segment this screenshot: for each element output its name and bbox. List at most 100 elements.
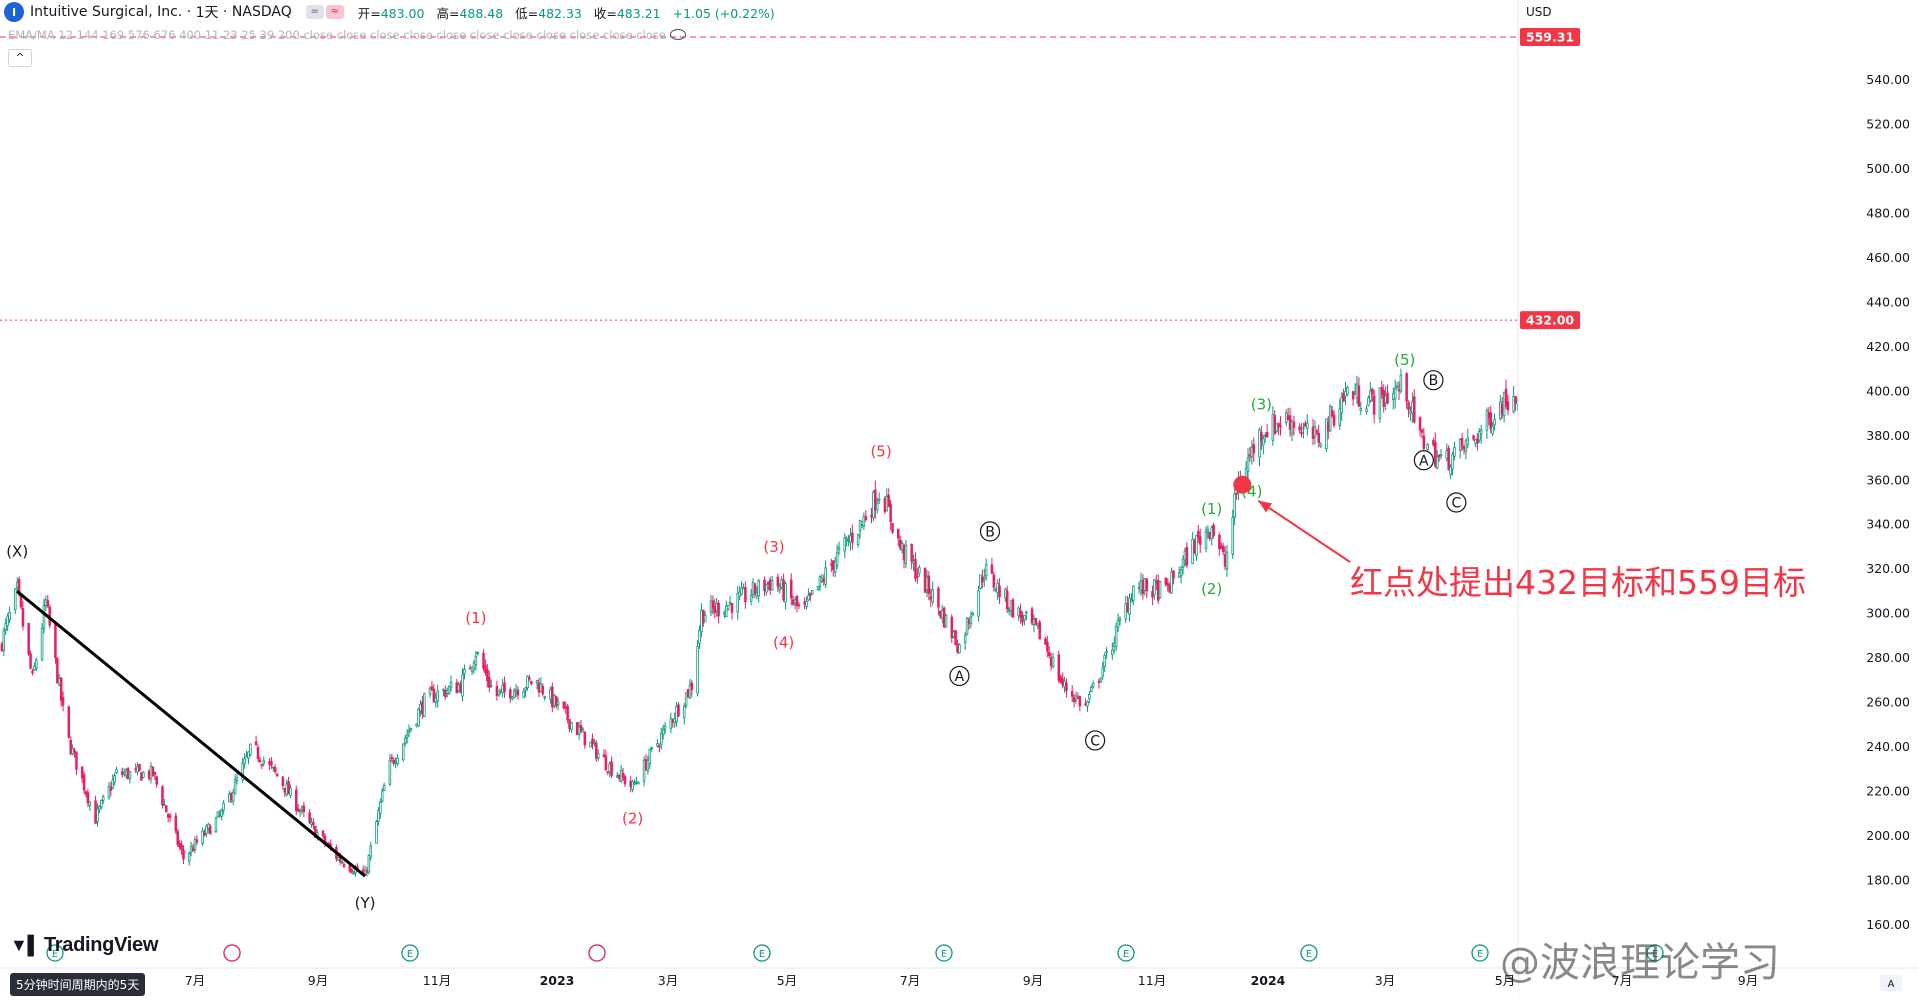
candle-body [1491, 425, 1494, 434]
symbol-name[interactable]: Intuitive Surgical, Inc. [30, 4, 183, 20]
earnings-marker[interactable] [1117, 944, 1135, 962]
candle-body [1090, 687, 1093, 692]
candle-body [660, 733, 663, 745]
candle-body [203, 832, 206, 836]
candle-body [658, 745, 661, 748]
candle-body [421, 701, 424, 715]
candle-body [805, 600, 808, 608]
candle-body [1338, 408, 1342, 427]
candle-body [472, 662, 476, 670]
candle-body [1260, 432, 1263, 441]
indicator-legend[interactable]: EMA/MA 12 144 169 576 676 400 11 23 25 3… [8, 28, 686, 42]
earnings-marker[interactable] [223, 944, 241, 962]
earnings-marker[interactable] [753, 944, 771, 962]
candle-body [526, 676, 529, 689]
candle-body [1235, 492, 1238, 495]
candle-body [688, 685, 692, 699]
candle-body [1038, 621, 1041, 640]
currency-label[interactable]: USD [1526, 5, 1552, 19]
compare-icon[interactable]: = [305, 5, 324, 19]
candle-body [107, 786, 111, 798]
candle-body [1262, 438, 1265, 446]
earnings-marker[interactable] [46, 944, 64, 962]
candle-body [577, 726, 581, 735]
candle-body [575, 722, 579, 735]
low-value: 482.33 [538, 5, 582, 21]
candle-body [864, 516, 868, 520]
earnings-marker[interactable] [588, 944, 606, 962]
earnings-marker[interactable] [1300, 944, 1318, 962]
candle-body [916, 575, 919, 578]
candle-body [94, 800, 97, 824]
earnings-marker[interactable] [1646, 944, 1664, 962]
candle-body [488, 677, 491, 688]
candle-body [1460, 437, 1464, 447]
candle-body [900, 542, 904, 551]
candle-body [633, 782, 636, 785]
candle-body [61, 697, 65, 706]
candle-body [797, 604, 801, 607]
candle-body [530, 680, 533, 685]
candle-body [163, 804, 166, 807]
candle-body [874, 489, 877, 510]
auto-scale-button[interactable] [1880, 975, 1902, 991]
wave-label: A [1419, 453, 1429, 469]
candle-body [489, 685, 493, 688]
candle-body [1179, 569, 1183, 577]
candle-body [430, 686, 434, 691]
candle-body [549, 689, 552, 700]
candle-body [596, 753, 600, 759]
eye-hidden-icon[interactable] [669, 29, 686, 40]
candle-body [621, 772, 625, 778]
candle-body [1271, 414, 1275, 441]
candle-body [442, 689, 445, 691]
candle-body [80, 766, 84, 779]
price-axis-panel[interactable] [1518, 0, 1918, 998]
candle-body [914, 558, 917, 579]
candle-body [1263, 434, 1267, 437]
trend-line[interactable] [16, 590, 366, 878]
candle-body [669, 718, 673, 729]
time-axis-panel[interactable] [0, 968, 1518, 998]
candle-body [1099, 677, 1103, 683]
y-tick-label: 220.00 [1866, 784, 1910, 799]
interval-label[interactable]: 1天 [195, 5, 219, 21]
earnings-marker[interactable] [1471, 944, 1489, 962]
wave-label: B [1429, 373, 1439, 389]
annotation-arrow-head [1258, 500, 1273, 513]
tradingview-logo[interactable]: ▼▌ TradingView [10, 934, 158, 957]
wave-label-circle [979, 521, 1001, 542]
candle-body [942, 607, 946, 628]
x-tick-label: 9月 [308, 973, 328, 988]
candle-body [883, 498, 887, 513]
candle-body [1193, 540, 1196, 554]
candle-body [1143, 578, 1147, 591]
candle-body [21, 608, 25, 627]
candle-body [757, 580, 761, 597]
candle-body [1340, 396, 1343, 414]
candle-body [877, 498, 881, 501]
candle-body [837, 547, 841, 551]
candle-body [728, 602, 732, 605]
earnings-marker[interactable] [401, 944, 419, 962]
candle-body [287, 781, 290, 795]
red-dot-marker[interactable] [1233, 475, 1252, 494]
candle-body [100, 800, 103, 808]
candle-body [285, 783, 288, 796]
candle-body [711, 600, 715, 609]
candle-body [512, 690, 516, 699]
candle-body [898, 539, 902, 549]
collapse-legend-button[interactable]: ^ [8, 49, 32, 67]
earnings-marker[interactable] [935, 944, 953, 962]
candle-body [407, 730, 411, 734]
candle-body [1458, 439, 1462, 451]
candle-body [369, 845, 373, 858]
alert-icon[interactable]: ≈ [325, 5, 344, 19]
candle-body [1405, 373, 1408, 402]
candle-body [849, 535, 852, 543]
candle-body [1342, 392, 1345, 402]
candle-body [1451, 454, 1454, 470]
candle-body [82, 774, 86, 791]
